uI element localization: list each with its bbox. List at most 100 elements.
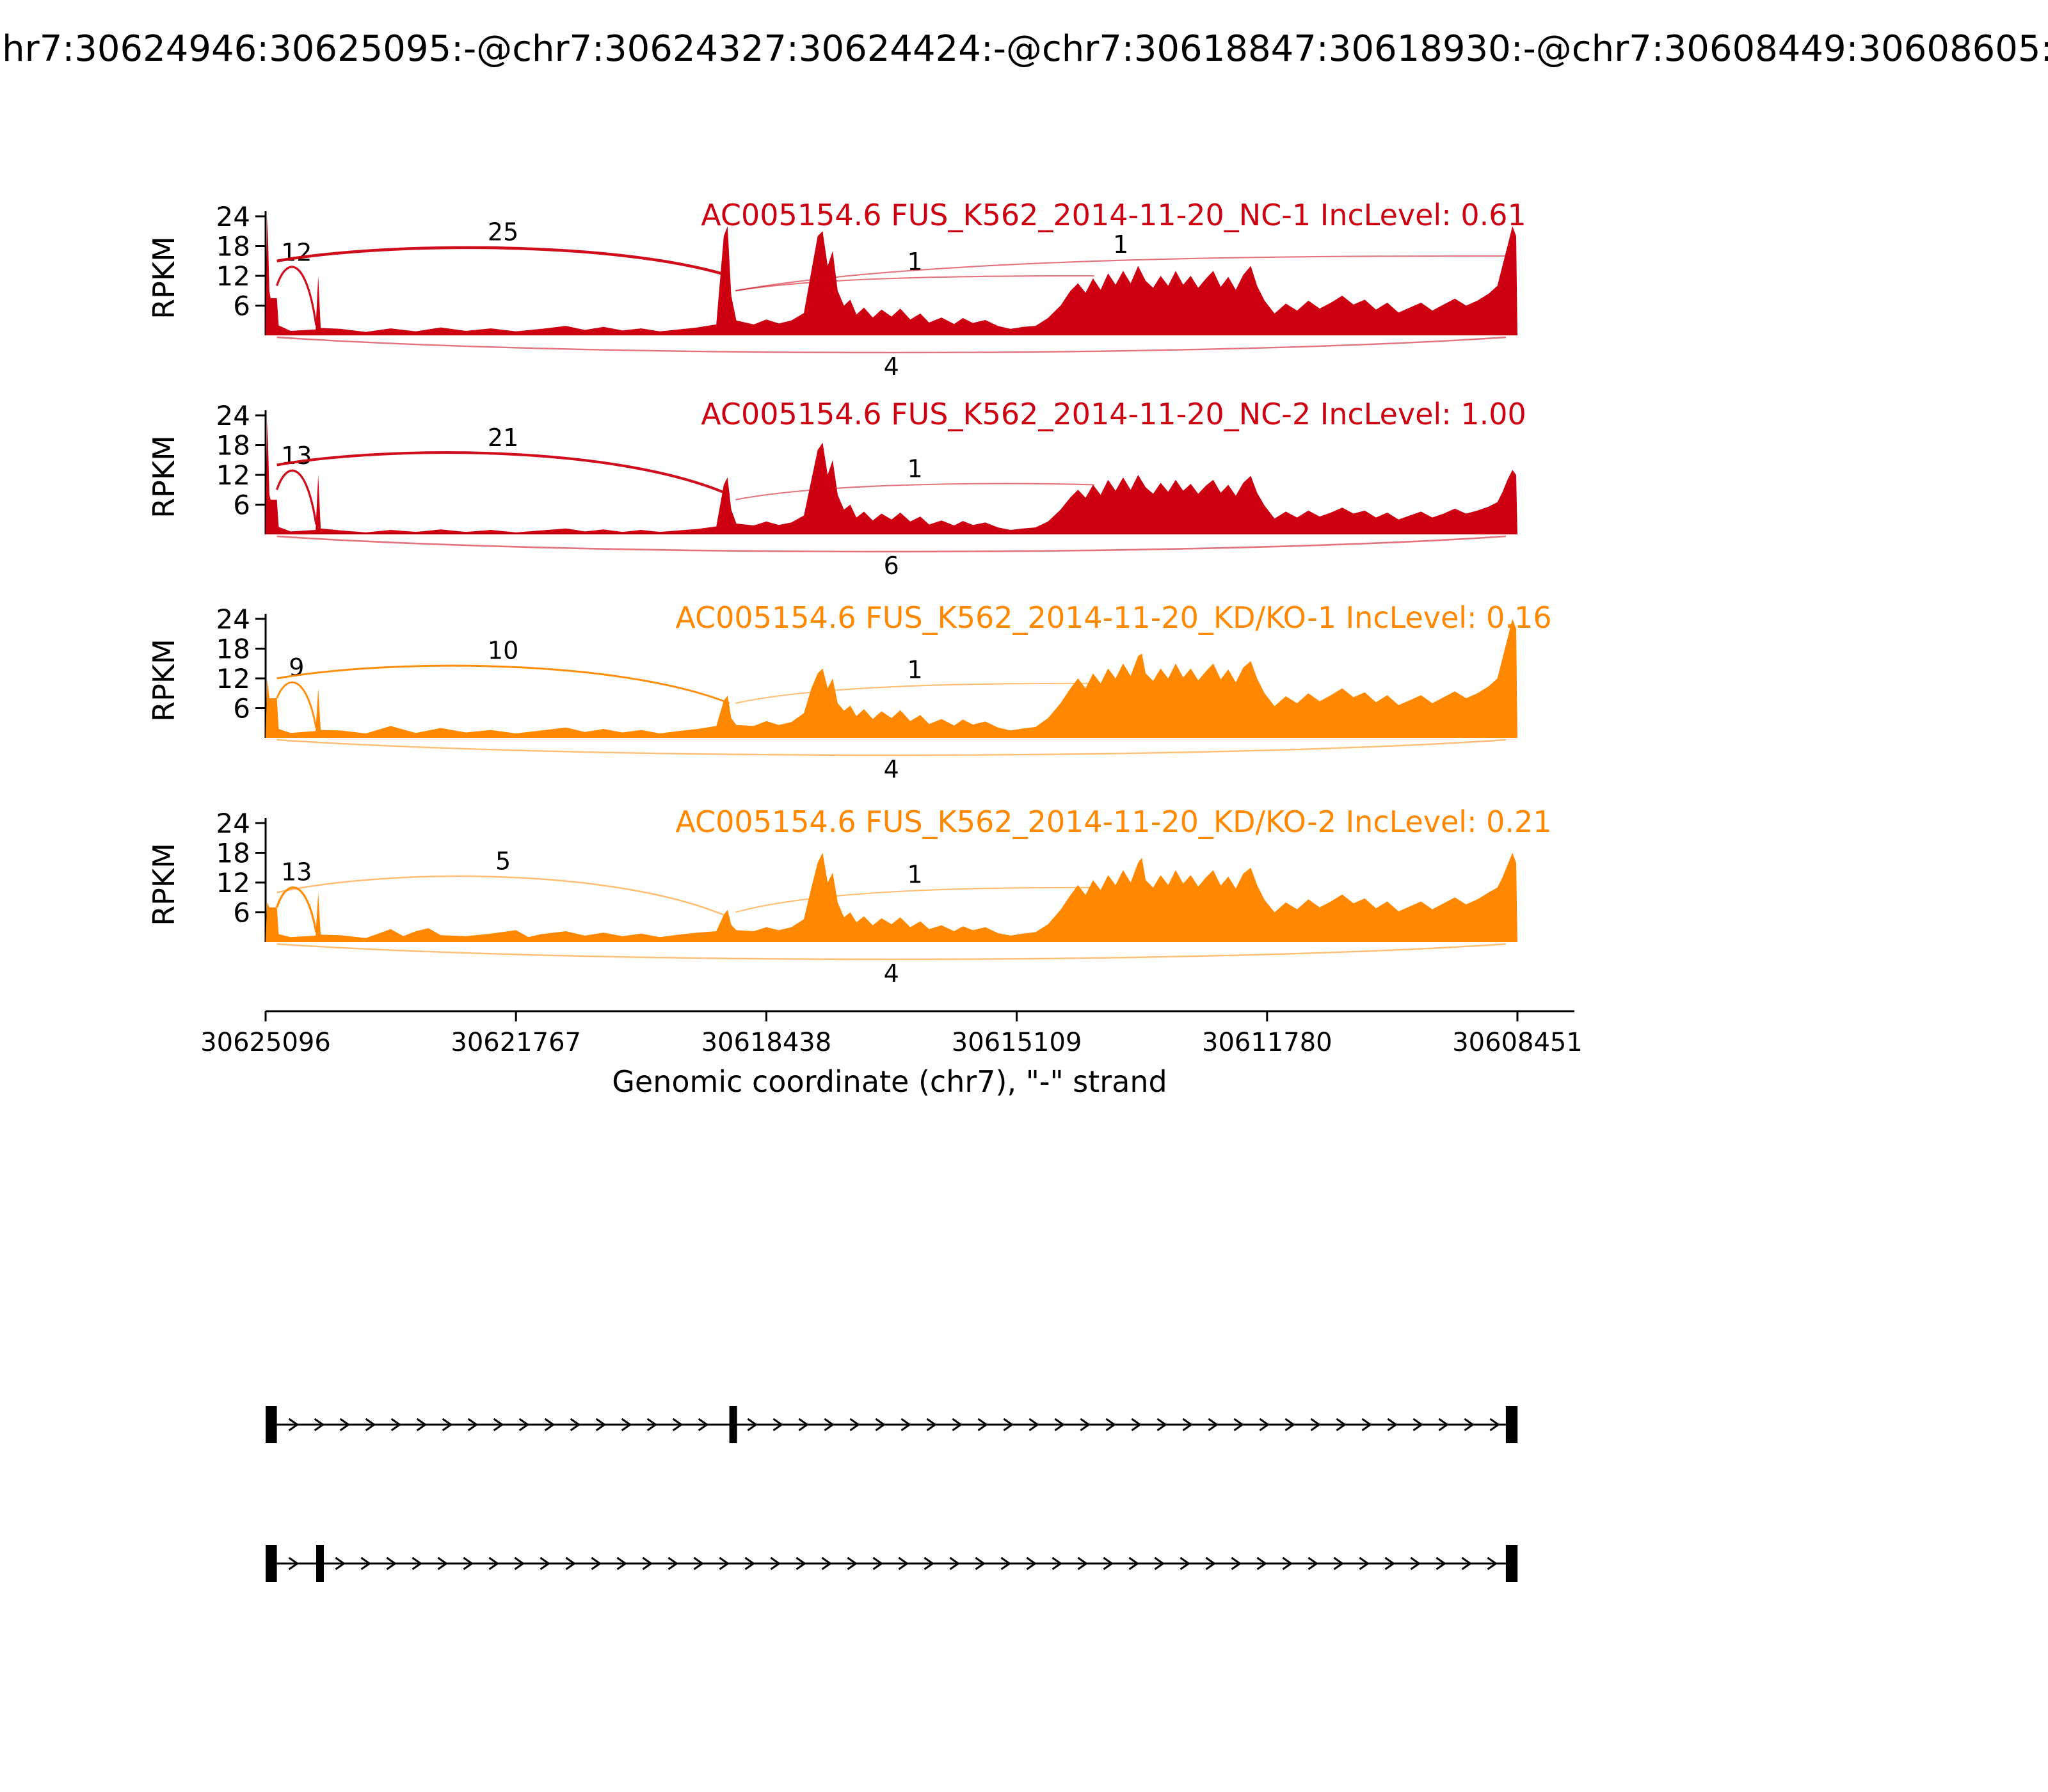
strand-direction-chevron-icon <box>1461 1556 1473 1571</box>
strand-direction-chevron-icon <box>1154 1556 1165 1571</box>
x-tick-label: 30618438 <box>701 1028 832 1057</box>
junction-arc <box>276 336 1506 354</box>
junction-count: 4 <box>884 959 899 988</box>
y-tick-label: 18 <box>216 838 250 869</box>
x-tick-label: 30611780 <box>1202 1028 1332 1057</box>
strand-direction-chevron-icon <box>975 1556 986 1571</box>
strand-direction-chevron-icon <box>875 1418 886 1432</box>
strand-direction-chevron-icon <box>591 1556 602 1571</box>
x-tick-label: 30615109 <box>952 1028 1082 1057</box>
strand-direction-chevron-icon <box>1052 1556 1063 1571</box>
strand-direction-chevron-icon <box>1487 1556 1498 1571</box>
strand-direction-chevron-icon <box>412 1556 423 1571</box>
strand-direction-chevron-icon <box>847 1556 858 1571</box>
strand-direction-chevron-icon <box>488 1556 500 1571</box>
junction-arc <box>276 535 1506 553</box>
junction-arc <box>276 266 317 326</box>
track-title: AC005154.6 FUS_K562_2014-11-20_NC-1 IncL… <box>701 198 1526 232</box>
strand-direction-chevron-icon <box>1054 1418 1065 1432</box>
junction-count: 6 <box>884 552 899 580</box>
y-tick-label: 24 <box>216 400 250 431</box>
strand-direction-chevron-icon <box>437 1556 449 1571</box>
strand-direction-chevron-icon <box>1387 1418 1398 1432</box>
strand-direction-chevron-icon <box>1026 1556 1037 1571</box>
strand-direction-chevron-icon <box>824 1418 835 1432</box>
strand-direction-chevron-icon <box>621 1418 632 1432</box>
y-tick-label: 6 <box>233 693 250 724</box>
coverage-area <box>266 852 1517 942</box>
strand-direction-chevron-icon <box>1028 1418 1039 1432</box>
y-tick-label: 18 <box>216 634 250 665</box>
strand-direction-chevron-icon <box>952 1418 963 1432</box>
strand-direction-chevron-icon <box>1231 1556 1242 1571</box>
strand-direction-chevron-icon <box>1256 1556 1268 1571</box>
strand-direction-chevron-icon <box>698 1418 709 1432</box>
x-tick-label: 30625096 <box>200 1028 331 1057</box>
strand-direction-chevron-icon <box>1310 1418 1321 1432</box>
strand-direction-chevron-icon <box>493 1418 504 1432</box>
strand-direction-chevron-icon <box>514 1556 525 1571</box>
junction-count: 12 <box>281 238 312 266</box>
y-axis-label: RPKM <box>147 435 181 518</box>
strand-direction-chevron-icon <box>365 1418 376 1432</box>
strand-direction-chevron-icon <box>288 1556 300 1571</box>
strand-direction-chevron-icon <box>1077 1556 1089 1571</box>
junction-arc <box>276 664 730 705</box>
strand-direction-chevron-icon <box>672 1418 684 1432</box>
strand-direction-chevron-icon <box>747 1418 758 1432</box>
isoform-exon <box>266 1406 277 1443</box>
strand-direction-chevron-icon <box>1361 1418 1372 1432</box>
strand-direction-chevron-icon <box>798 1418 809 1432</box>
strand-direction-chevron-icon <box>1105 1418 1116 1432</box>
y-tick-label: 24 <box>216 604 250 635</box>
y-axis-label: RPKM <box>147 236 181 319</box>
junction-arc <box>735 275 1094 292</box>
coverage-area <box>266 216 1517 335</box>
strand-direction-chevron-icon <box>570 1418 581 1432</box>
junction-arc <box>276 246 730 278</box>
strand-direction-chevron-icon <box>1103 1556 1114 1571</box>
junction-count: 9 <box>289 653 304 682</box>
strand-direction-chevron-icon <box>1333 1556 1345 1571</box>
junction-count: 1 <box>908 861 923 889</box>
junction-count: 1 <box>908 248 923 276</box>
track-title: AC005154.6 FUS_K562_2014-11-20_KD/KO-2 I… <box>675 804 1551 839</box>
x-axis-label: Genomic coordinate (chr7), "-" strand <box>612 1064 1167 1099</box>
strand-direction-chevron-icon <box>1182 1418 1193 1432</box>
strand-direction-chevron-icon <box>1464 1418 1475 1432</box>
junction-count: 1 <box>1113 230 1128 259</box>
junction-count: 25 <box>488 218 518 246</box>
strand-direction-chevron-icon <box>1412 1418 1423 1432</box>
strand-direction-chevron-icon <box>1259 1418 1270 1432</box>
strand-direction-chevron-icon <box>849 1418 860 1432</box>
strand-direction-chevron-icon <box>1438 1418 1449 1432</box>
strand-direction-chevron-icon <box>1282 1556 1293 1571</box>
strand-direction-chevron-icon <box>693 1556 705 1571</box>
strand-direction-chevron-icon <box>1180 1556 1191 1571</box>
strand-direction-chevron-icon <box>1410 1556 1421 1571</box>
strand-direction-chevron-icon <box>642 1556 653 1571</box>
strand-direction-chevron-icon <box>1336 1418 1347 1432</box>
junction-arc <box>276 681 317 728</box>
strand-direction-chevron-icon <box>1384 1556 1396 1571</box>
strand-direction-chevron-icon <box>1208 1418 1219 1432</box>
strand-direction-chevron-icon <box>872 1556 884 1571</box>
strand-direction-chevron-icon <box>977 1418 988 1432</box>
strand-direction-chevron-icon <box>1131 1418 1142 1432</box>
y-tick-label: 12 <box>216 663 250 694</box>
strand-direction-chevron-icon <box>360 1556 372 1571</box>
strand-direction-chevron-icon <box>1080 1418 1091 1432</box>
strand-direction-chevron-icon <box>1284 1418 1295 1432</box>
strand-direction-chevron-icon <box>646 1418 658 1432</box>
strand-direction-chevron-icon <box>1205 1556 1217 1571</box>
strand-direction-chevron-icon <box>1436 1556 1447 1571</box>
junction-count: 1 <box>908 656 923 684</box>
strand-direction-chevron-icon <box>565 1556 577 1571</box>
junction-arc <box>735 255 1506 292</box>
junction-count: 21 <box>488 424 518 452</box>
isoform-exon <box>1505 1545 1518 1582</box>
strand-direction-chevron-icon <box>467 1418 479 1432</box>
strand-direction-chevron-icon <box>335 1556 346 1571</box>
coverage-area <box>266 619 1517 738</box>
